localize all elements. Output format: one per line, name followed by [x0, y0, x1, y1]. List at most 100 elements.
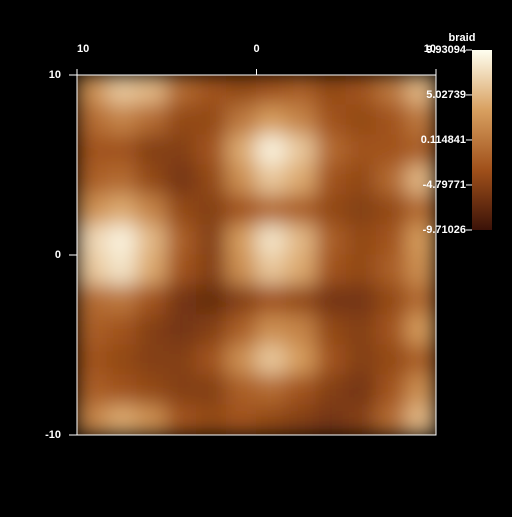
cell [375, 404, 407, 435]
cell [166, 164, 198, 196]
colorbar-tick-label: 5.02739 [426, 89, 466, 101]
cell [315, 134, 347, 166]
cell [315, 344, 347, 376]
colorbar-tick-label: -4.79771 [423, 179, 466, 191]
cell [166, 254, 198, 286]
cell [226, 104, 257, 136]
cell [345, 344, 377, 376]
cell [77, 374, 108, 406]
cell [106, 104, 138, 136]
cell [315, 194, 347, 226]
cell [256, 194, 287, 226]
colorbar-tick-label: -9.71026 [423, 224, 466, 236]
cell [345, 314, 377, 346]
cell [136, 404, 168, 435]
cell [77, 284, 108, 316]
cell [226, 404, 257, 435]
cell [226, 254, 257, 286]
cell [166, 75, 198, 106]
cell [315, 404, 347, 435]
cell [106, 134, 138, 166]
cell [77, 134, 108, 166]
cell [315, 164, 347, 196]
cell [285, 224, 317, 256]
cell [256, 134, 287, 166]
cell [405, 344, 436, 376]
cell [166, 194, 198, 226]
cell [285, 134, 317, 166]
cell [196, 194, 228, 226]
cell [226, 314, 257, 346]
cell [345, 194, 377, 226]
cell [226, 374, 257, 406]
cell [196, 104, 228, 136]
cell [196, 75, 228, 106]
cell [405, 164, 436, 196]
cell [256, 75, 287, 106]
cell [256, 164, 287, 196]
cell [256, 314, 287, 346]
cell [136, 224, 168, 256]
cell [375, 134, 407, 166]
cell [256, 374, 287, 406]
cell [136, 314, 168, 346]
cell [375, 75, 407, 106]
cell [106, 224, 138, 256]
cell [196, 344, 228, 376]
cell [226, 344, 257, 376]
cell [196, 314, 228, 346]
cell [136, 134, 168, 166]
cell [226, 134, 257, 166]
cell [166, 374, 198, 406]
cell [106, 404, 138, 435]
cell [196, 254, 228, 286]
cell [285, 194, 317, 226]
cell [77, 404, 108, 435]
cell [77, 164, 108, 196]
cell [345, 164, 377, 196]
cell [77, 254, 108, 286]
cell [285, 75, 317, 106]
cell [256, 224, 287, 256]
cell [136, 75, 168, 106]
cell [196, 374, 228, 406]
cell [375, 164, 407, 196]
cell [136, 254, 168, 286]
cell [106, 344, 138, 376]
cell [285, 104, 317, 136]
colorbar [472, 50, 492, 230]
cell [166, 284, 198, 316]
cell [345, 134, 377, 166]
cell [315, 104, 347, 136]
cell [166, 104, 198, 136]
cell [106, 75, 138, 106]
cell [226, 75, 257, 106]
y-tick-label: -10 [45, 429, 61, 441]
cell [196, 164, 228, 196]
cell [136, 104, 168, 136]
cell [285, 314, 317, 346]
y-tick-label: 0 [55, 249, 61, 261]
cell [226, 194, 257, 226]
cell [106, 314, 138, 346]
x-tick-label: 10 [77, 43, 89, 55]
cell [136, 194, 168, 226]
cell [196, 224, 228, 256]
cell [77, 224, 108, 256]
cell [136, 164, 168, 196]
cell [166, 404, 198, 435]
cell [166, 314, 198, 346]
cell [375, 224, 407, 256]
cell [77, 194, 108, 226]
cell [285, 404, 317, 435]
cell [405, 75, 436, 106]
cell [405, 104, 436, 136]
cell [166, 134, 198, 166]
cell [345, 104, 377, 136]
y-tick-label: 10 [49, 69, 61, 81]
cell [285, 254, 317, 286]
cell [315, 75, 347, 106]
cell [375, 194, 407, 226]
cell [106, 164, 138, 196]
cell [136, 374, 168, 406]
